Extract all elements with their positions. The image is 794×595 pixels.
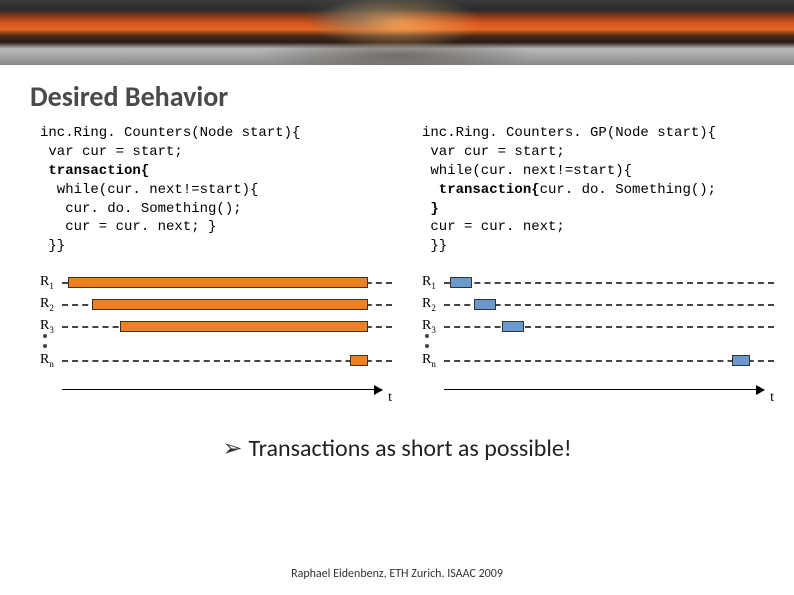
banner-image <box>0 0 794 65</box>
code-line: inc.Ring. Counters. GP(Node start){ <box>422 125 716 141</box>
conclusion: ➢Transactions as short as possible! <box>0 434 794 463</box>
code-line: transaction{ <box>40 163 149 179</box>
timeline-row-r1: R1 <box>40 274 392 292</box>
transaction-bar <box>732 355 750 366</box>
transaction-bar <box>68 277 368 288</box>
code-line: cur. do. Something(); <box>540 182 716 198</box>
bullet-arrow-icon: ➢ <box>222 434 242 463</box>
row-label: Rn <box>40 352 54 369</box>
transaction-bar <box>350 355 368 366</box>
axis-label: t <box>770 390 774 406</box>
ellipsis <box>422 338 774 350</box>
dash-line <box>444 360 774 362</box>
footer: Raphael Eidenbenz, ETH Zurich. ISAAC 200… <box>0 567 794 581</box>
timeline-row-rn: Rn <box>40 352 392 370</box>
dash-line <box>444 326 774 328</box>
time-axis <box>62 389 382 390</box>
left-diagram: R1 R2 R3 Rn t <box>40 274 392 404</box>
timeline-row-r1: R1 <box>422 274 774 292</box>
code-line: while(cur. next!=start){ <box>40 182 258 198</box>
row-label: R3 <box>40 318 54 335</box>
code-line: } <box>422 201 439 217</box>
code-left: inc.Ring. Counters(Node start){ var cur … <box>40 124 392 256</box>
code-line: while(cur. next!=start){ <box>422 163 632 179</box>
code-right: inc.Ring. Counters. GP(Node start){ var … <box>422 124 774 256</box>
slide-title: Desired Behavior <box>0 65 794 114</box>
conclusion-text: Transactions as short as possible! <box>248 434 571 463</box>
code-line: var cur = start; <box>422 144 565 160</box>
left-column: inc.Ring. Counters(Node start){ var cur … <box>40 124 392 404</box>
axis-label: t <box>388 390 392 406</box>
row-label: R1 <box>40 274 54 291</box>
dash-line <box>444 282 774 284</box>
code-line: var cur = start; <box>40 144 183 160</box>
timeline-row-r3: R3 <box>422 318 774 336</box>
timeline-row-rn: Rn <box>422 352 774 370</box>
dash-line <box>62 360 392 362</box>
row-label: Rn <box>422 352 436 369</box>
transaction-bar <box>120 321 368 332</box>
content-columns: inc.Ring. Counters(Node start){ var cur … <box>0 114 794 404</box>
transaction-bar <box>502 321 524 332</box>
timeline-row-r3: R3 <box>40 318 392 336</box>
right-diagram: R1 R2 R3 Rn t <box>422 274 774 404</box>
ellipsis <box>40 338 392 350</box>
transaction-bar <box>92 299 368 310</box>
row-label: R3 <box>422 318 436 335</box>
code-line: transaction{ <box>422 182 540 198</box>
timeline-row-r2: R2 <box>422 296 774 314</box>
row-label: R2 <box>40 296 54 313</box>
row-label: R1 <box>422 274 436 291</box>
time-axis <box>444 389 764 390</box>
timeline-row-r2: R2 <box>40 296 392 314</box>
code-line: }} <box>422 238 447 254</box>
code-line: cur = cur. next; <box>422 219 565 235</box>
right-column: inc.Ring. Counters. GP(Node start){ var … <box>422 124 774 404</box>
transaction-bar <box>474 299 496 310</box>
code-line: inc.Ring. Counters(Node start){ <box>40 125 300 141</box>
transaction-bar <box>450 277 472 288</box>
code-line: cur. do. Something(); <box>40 201 242 217</box>
row-label: R2 <box>422 296 436 313</box>
code-line: cur = cur. next; } <box>40 219 216 235</box>
code-line: }} <box>40 238 65 254</box>
